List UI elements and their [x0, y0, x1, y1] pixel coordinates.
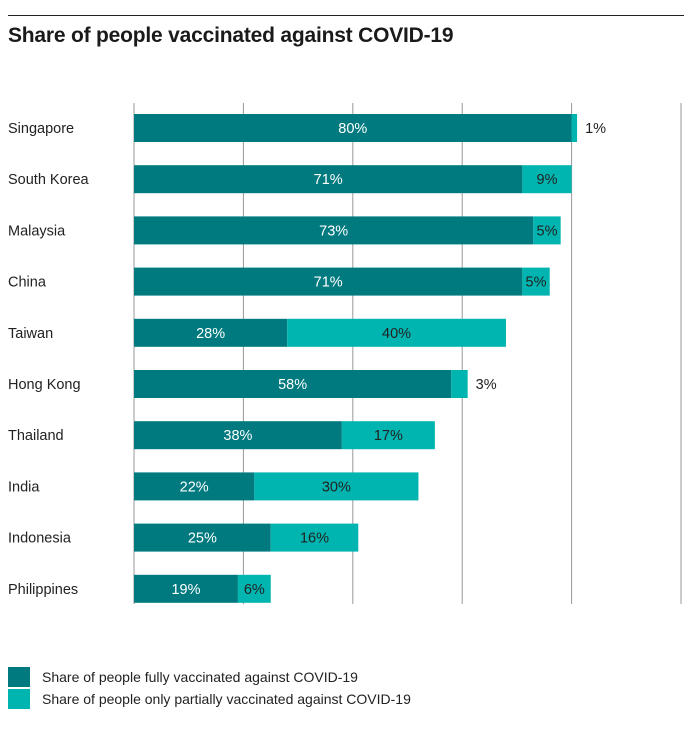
legend-item-fully: Share of people fully vaccinated against…: [8, 666, 411, 688]
legend-label-fully: Share of people fully vaccinated against…: [42, 669, 358, 685]
data-label-fully: 73%: [319, 223, 348, 239]
bar-partial: [522, 165, 572, 194]
bar-fully: [134, 574, 238, 603]
data-label-partial: 16%: [300, 531, 329, 547]
category-label: South Korea: [8, 172, 90, 188]
bar-partial: [451, 370, 468, 398]
category-label: China: [8, 275, 47, 291]
legend-swatch-partial: [8, 689, 30, 709]
bar-fully: [134, 472, 255, 501]
data-label-fully: 19%: [171, 582, 200, 598]
data-label-fully: 58%: [278, 377, 307, 393]
category-label: Taiwan: [8, 326, 53, 342]
category-label: Thailand: [8, 428, 64, 444]
bar-fully: [134, 267, 523, 296]
data-label-partial: 5%: [526, 275, 547, 291]
bar-partial: [522, 267, 550, 296]
legend-swatch-fully: [8, 667, 30, 687]
bar-partial: [533, 216, 561, 245]
data-label-partial: 30%: [322, 479, 351, 495]
bar-partial: [270, 523, 359, 552]
top-rule: [8, 15, 684, 16]
data-label-fully: 71%: [314, 275, 343, 291]
bar-partial: [571, 114, 578, 142]
legend-label-partial: Share of people only partially vaccinate…: [42, 691, 411, 707]
legend-item-partial: Share of people only partially vaccinate…: [8, 688, 411, 710]
data-label-partial: 40%: [382, 326, 411, 342]
category-label: India: [8, 479, 40, 495]
category-label: Malaysia: [8, 223, 66, 239]
data-label-fully: 71%: [314, 172, 343, 188]
legend: Share of people fully vaccinated against…: [8, 666, 411, 710]
bar-fully: [134, 216, 534, 245]
bar-partial: [237, 574, 271, 603]
category-label: Indonesia: [8, 531, 72, 547]
chart-title: Share of people vaccinated against COVID…: [8, 24, 454, 47]
data-label-partial: 5%: [537, 223, 558, 239]
bar-fully: [134, 165, 523, 194]
data-label-partial: 6%: [244, 582, 265, 598]
data-label-partial: 3%: [476, 377, 497, 393]
bar-chart: Singapore 80% 1% South Korea 71% 9% Malaysia 73…: [8, 103, 682, 604]
category-label: Hong Kong: [8, 377, 81, 393]
data-label-fully: 22%: [180, 479, 209, 495]
data-label-fully: 80%: [338, 121, 367, 137]
data-label-partial: 1%: [585, 121, 606, 137]
category-label: Singapore: [8, 121, 74, 137]
bar-fully: [134, 523, 271, 552]
bar-partial: [341, 421, 435, 450]
bar-fully: [134, 318, 288, 347]
bar-fully: [134, 114, 572, 142]
data-label-partial: 17%: [374, 428, 403, 444]
bar-partial: [287, 318, 506, 347]
bar-fully: [134, 370, 452, 398]
data-label-partial: 9%: [537, 172, 558, 188]
bar-fully: [134, 421, 342, 450]
data-label-fully: 38%: [223, 428, 252, 444]
category-label: Philippines: [8, 582, 78, 598]
data-label-fully: 25%: [188, 531, 217, 547]
data-label-fully: 28%: [196, 326, 225, 342]
bar-partial: [254, 472, 419, 501]
